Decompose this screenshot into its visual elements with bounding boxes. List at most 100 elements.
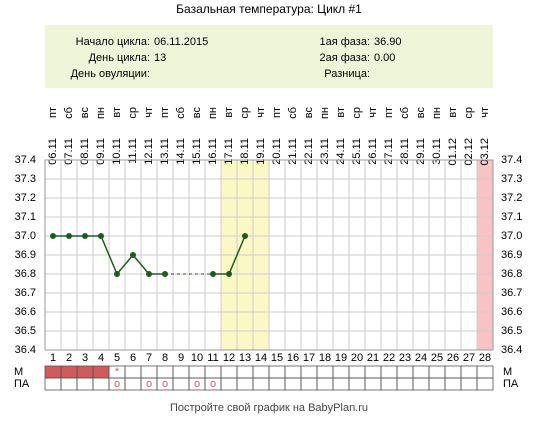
point <box>98 233 104 239</box>
info-label: 2ая фаза: <box>319 52 370 64</box>
date-label: 22.11 <box>303 138 315 165</box>
row-label: М <box>14 366 23 378</box>
row-cell <box>284 377 302 391</box>
filled-cell <box>61 366 77 378</box>
row-cell <box>316 365 334 379</box>
x-tick-label: 3 <box>82 352 88 364</box>
row-cell <box>444 365 462 379</box>
row-cell <box>172 377 190 391</box>
date-label: 12.11 <box>143 138 155 165</box>
row-cell <box>364 377 382 391</box>
row-cell <box>140 365 158 379</box>
y-tick-label-right: 36.4 <box>501 344 522 356</box>
row-cell <box>364 365 382 379</box>
row-cell <box>476 377 494 391</box>
x-tick-label: 18 <box>319 352 331 364</box>
row-cell <box>332 365 350 379</box>
date-label: 16.11 <box>207 138 219 165</box>
x-tick-label: 11 <box>207 352 218 364</box>
y-tick-label-right: 36.8 <box>501 268 522 280</box>
y-tick-label-right: 36.9 <box>501 249 522 261</box>
row-cell <box>300 377 318 391</box>
date-label: 15.11 <box>191 138 203 165</box>
row-cell <box>268 377 286 391</box>
info-box <box>45 25 493 88</box>
y-tick-label-right: 37.2 <box>501 192 522 204</box>
date-label: 07.11 <box>63 138 75 165</box>
row-cell <box>236 377 254 391</box>
row-cell <box>476 365 494 379</box>
info-label: Начало цикла: <box>76 36 150 48</box>
filled-cell <box>77 366 93 378</box>
info-label: День овуляции: <box>71 68 150 80</box>
x-tick-label: 28 <box>479 352 491 364</box>
row-cell <box>428 365 446 379</box>
weekday-label: пт <box>271 107 283 118</box>
x-tick-label: 16 <box>287 352 299 364</box>
point <box>242 233 248 239</box>
row-cell <box>252 377 270 391</box>
date-label: 14.11 <box>175 138 187 165</box>
x-tick-label: 2 <box>66 352 72 364</box>
y-tick-label: 37.0 <box>15 230 36 242</box>
y-tick-label: 37.3 <box>15 173 36 185</box>
point <box>66 233 72 239</box>
row-cell <box>188 365 206 379</box>
weekday-label: пн <box>431 107 443 119</box>
date-label: 30.11 <box>431 138 443 165</box>
row-cell <box>268 365 286 379</box>
weekday-label: вт <box>223 107 235 118</box>
y-tick-label: 36.5 <box>15 325 36 337</box>
row-cell <box>92 377 110 391</box>
point <box>162 271 168 277</box>
y-tick-label-right: 36.7 <box>501 287 522 299</box>
row-cell <box>124 365 142 379</box>
row-cell <box>428 377 446 391</box>
y-tick-label: 36.9 <box>15 249 36 261</box>
x-tick-label: 19 <box>335 352 347 364</box>
x-tick-label: 23 <box>399 352 411 364</box>
weekday-label: пн <box>319 107 331 119</box>
date-label: 20.11 <box>271 138 283 165</box>
weekday-label: пт <box>383 107 395 118</box>
x-tick-label: 20 <box>351 352 363 364</box>
row-mark: o <box>114 378 120 390</box>
date-label: 28.11 <box>399 138 411 165</box>
date-label: 01.12 <box>447 138 459 166</box>
row-cell <box>412 377 430 391</box>
row-cell <box>156 365 174 379</box>
info-value: 0.00 <box>374 52 395 64</box>
weekday-label: чт <box>479 107 491 118</box>
weekday-label: вс <box>415 107 427 119</box>
row-cell <box>412 365 430 379</box>
date-label: 27.11 <box>383 138 395 165</box>
weekday-label: ср <box>239 107 251 119</box>
date-label: 11.11 <box>127 138 139 164</box>
date-label: 19.11 <box>255 138 267 165</box>
row-cell <box>460 377 478 391</box>
x-tick-label: 15 <box>271 352 283 364</box>
row-cell <box>76 377 94 391</box>
x-tick-label: 12 <box>223 352 235 364</box>
weekday-label: сб <box>287 107 299 119</box>
x-tick-label: 4 <box>98 352 104 364</box>
weekday-label: вт <box>447 107 459 118</box>
y-tick-label-right: 37.0 <box>501 230 522 242</box>
row-cell <box>220 377 238 391</box>
point <box>82 233 88 239</box>
row-label: ПА <box>14 378 30 390</box>
weekday-label: сб <box>175 107 187 119</box>
weekday-label: чт <box>143 107 155 118</box>
info-value: 13 <box>154 52 166 64</box>
date-label: 23.11 <box>319 138 331 165</box>
x-tick-label: 1 <box>50 352 56 364</box>
y-tick-label: 37.4 <box>15 154 36 166</box>
point <box>146 271 152 277</box>
x-tick-label: 17 <box>303 352 315 364</box>
x-tick-label: 6 <box>130 352 136 364</box>
info-label: 1ая фаза: <box>319 36 370 48</box>
row-label-right: ПА <box>503 378 519 390</box>
row-cell <box>220 365 238 379</box>
y-tick-label-right: 37.1 <box>501 211 522 223</box>
